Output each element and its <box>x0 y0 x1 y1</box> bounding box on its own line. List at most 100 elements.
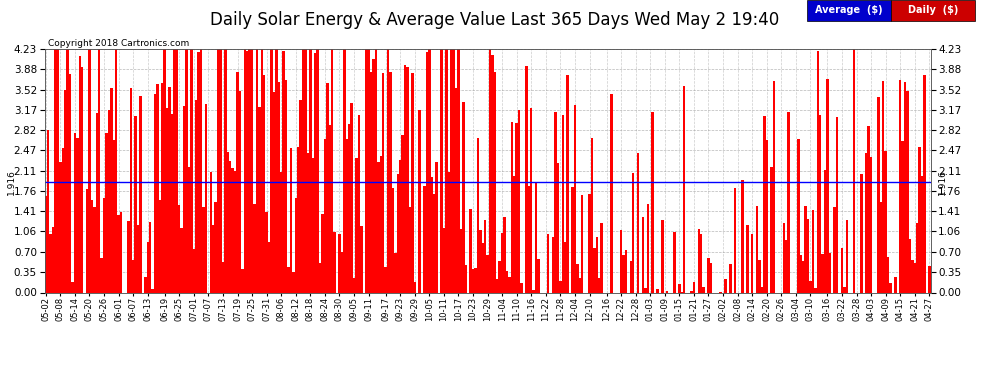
Bar <box>73 133 76 292</box>
Bar <box>135 116 137 292</box>
Bar <box>295 198 297 292</box>
Bar <box>734 188 737 292</box>
Bar <box>61 148 64 292</box>
Bar <box>914 262 916 292</box>
Bar <box>287 267 290 292</box>
Bar <box>103 198 105 292</box>
Bar <box>66 49 69 292</box>
Bar <box>404 65 406 292</box>
Bar <box>707 258 710 292</box>
Bar <box>593 248 596 292</box>
Bar <box>433 194 436 292</box>
Bar <box>227 153 229 292</box>
Bar <box>304 49 307 292</box>
Bar <box>651 112 653 292</box>
Bar <box>379 156 382 292</box>
Bar <box>804 206 807 292</box>
Bar <box>700 234 703 292</box>
Bar <box>232 168 234 292</box>
Bar <box>414 282 416 292</box>
Bar <box>215 202 217 292</box>
Bar <box>431 177 433 292</box>
Bar <box>140 96 142 292</box>
Bar <box>673 232 676 292</box>
Bar <box>564 242 566 292</box>
Bar <box>137 225 140 292</box>
Bar <box>193 249 195 292</box>
Bar <box>822 254 824 292</box>
Bar <box>787 112 790 292</box>
Bar <box>339 234 341 292</box>
Bar <box>459 229 462 292</box>
Bar <box>884 151 887 292</box>
Bar <box>411 74 414 292</box>
Bar <box>389 72 392 292</box>
Bar <box>51 227 54 292</box>
Bar <box>372 59 374 292</box>
Bar <box>188 167 190 292</box>
Bar <box>449 49 452 292</box>
Bar <box>661 220 663 292</box>
Bar <box>382 73 384 292</box>
Bar <box>836 117 839 292</box>
Bar <box>919 147 921 292</box>
Bar <box>554 112 556 292</box>
Bar <box>297 147 299 292</box>
Bar <box>178 205 180 292</box>
Bar <box>185 49 188 292</box>
Bar <box>78 56 81 292</box>
Bar <box>902 141 904 292</box>
Bar <box>399 160 401 292</box>
Bar <box>268 243 270 292</box>
Bar <box>867 126 870 292</box>
Bar <box>693 282 695 292</box>
Bar <box>632 173 635 292</box>
Bar <box>758 260 760 292</box>
Bar <box>530 108 533 292</box>
Bar <box>352 278 355 292</box>
Bar <box>210 172 212 292</box>
Bar <box>406 67 409 292</box>
Bar <box>377 162 379 292</box>
Bar <box>829 254 831 292</box>
Bar <box>290 148 292 292</box>
Bar <box>270 49 272 292</box>
Bar <box>729 264 732 292</box>
Bar <box>625 250 627 292</box>
Bar <box>807 219 809 292</box>
Bar <box>168 87 171 292</box>
Bar <box>503 217 506 292</box>
Bar <box>147 242 148 292</box>
Bar <box>824 170 827 292</box>
Bar <box>906 90 909 292</box>
Bar <box>312 158 314 292</box>
Bar <box>127 221 130 292</box>
Bar <box>195 100 197 292</box>
Bar <box>698 230 700 292</box>
Bar <box>436 162 438 292</box>
Bar <box>457 49 459 292</box>
Bar <box>244 49 247 292</box>
Bar <box>742 180 743 292</box>
Bar <box>344 49 346 292</box>
Bar <box>827 80 829 292</box>
Bar <box>277 82 280 292</box>
Bar <box>576 264 578 292</box>
Bar <box>765 140 768 292</box>
Bar <box>656 289 658 292</box>
Bar <box>409 207 411 292</box>
Bar <box>472 269 474 292</box>
Bar <box>630 261 632 292</box>
Text: Daily Solar Energy & Average Value Last 365 Days Wed May 2 19:40: Daily Solar Energy & Average Value Last … <box>210 11 780 29</box>
Bar <box>491 55 494 292</box>
Bar <box>346 139 348 292</box>
Bar <box>703 287 705 292</box>
Bar <box>161 82 163 292</box>
Bar <box>574 105 576 292</box>
Bar <box>853 49 855 292</box>
Bar <box>220 49 222 292</box>
Bar <box>299 100 302 292</box>
Bar <box>145 277 147 292</box>
Bar <box>91 200 93 292</box>
Bar <box>526 66 528 292</box>
